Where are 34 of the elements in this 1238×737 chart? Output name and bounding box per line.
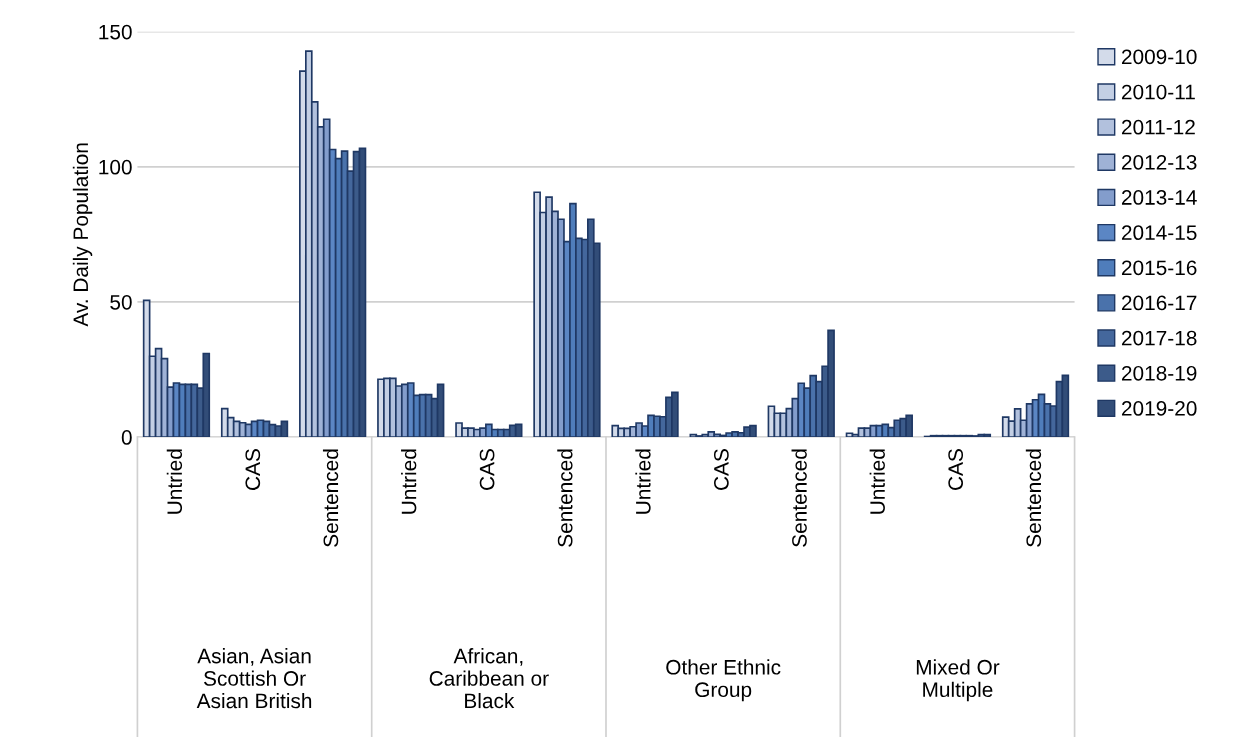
legend-label: 2013-14 xyxy=(1121,190,1197,205)
legend-label: 2017-18 xyxy=(1121,330,1197,346)
text: African, Caribbean or Black xyxy=(429,648,549,709)
legend-label: 2019-20 xyxy=(1121,401,1197,416)
y-tick-label: 50 xyxy=(110,294,132,310)
x-tick-label: Sentenced xyxy=(1025,449,1042,547)
x-tick-label: Untried xyxy=(869,449,885,514)
text: Other Ethnic Group xyxy=(666,659,781,702)
x-tick-label: CAS xyxy=(948,449,964,490)
bar xyxy=(455,422,463,438)
legend-label: 2018-19 xyxy=(1121,365,1197,381)
bar xyxy=(845,432,854,438)
text: Mixed Or Multiple xyxy=(916,659,1000,702)
x-tick-label: CAS xyxy=(245,449,261,490)
legend-label: 2009-10 xyxy=(1121,49,1197,65)
legend-label: 2016-17 xyxy=(1121,295,1197,311)
x-tick-label: Sentenced xyxy=(322,449,339,547)
legend-label: 2014-15 xyxy=(1121,225,1197,241)
y-tick-label: 150 xyxy=(99,24,132,40)
legend-label: 2012-13 xyxy=(1121,154,1197,170)
legend-label: 2010-11 xyxy=(1121,84,1195,100)
x-tick-label: CAS xyxy=(479,449,495,490)
x-tick-label: Untried xyxy=(635,449,651,514)
x-tick-label: Untried xyxy=(166,449,183,514)
text: Asian, Asian Scottish Or Asian British xyxy=(196,648,312,709)
legend-label: 2011-12 xyxy=(1121,119,1195,135)
x-tick-label: CAS xyxy=(713,449,729,490)
y-axis-title: Av. Daily Population xyxy=(72,143,93,327)
x-tick-label: Sentenced xyxy=(557,449,573,547)
y-tick-label: 0 xyxy=(121,430,132,445)
x-tick-label: Sentenced xyxy=(791,449,807,547)
x-tick-label: Untried xyxy=(401,449,417,514)
y-tick-label: 100 xyxy=(99,159,132,175)
legend-label: 2015-16 xyxy=(1121,260,1197,276)
